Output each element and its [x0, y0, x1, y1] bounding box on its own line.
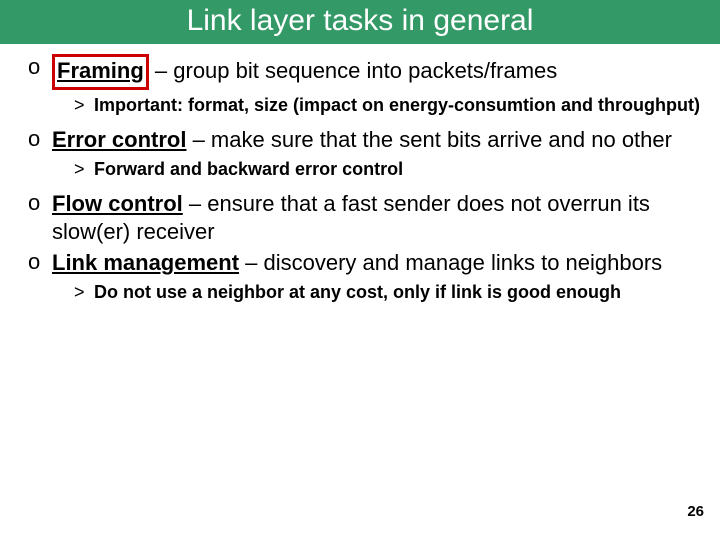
header-bar: Link layer tasks in general — [0, 0, 720, 44]
highlighted-term-box: Framing — [52, 54, 149, 90]
list-item: Flow control – ensure that a fast sender… — [28, 190, 702, 245]
bullet-line: Flow control – ensure that a fast sender… — [52, 190, 702, 245]
page-number: 26 — [687, 503, 704, 520]
list-item: Error control – make sure that the sent … — [28, 126, 702, 186]
bullet-list: Framing – group bit sequence into packet… — [28, 54, 702, 309]
term: Framing — [57, 58, 144, 83]
list-item: Link management – discovery and manage l… — [28, 249, 702, 309]
list-item: Framing – group bit sequence into packet… — [28, 54, 702, 122]
slide: Link layer tasks in general Framing – gr… — [0, 0, 720, 540]
slide-body: Framing – group bit sequence into packet… — [0, 44, 720, 309]
bullet-line: Framing – group bit sequence into packet… — [52, 54, 702, 90]
bullet-rest: – make sure that the sent bits arrive an… — [186, 127, 672, 152]
slide-title: Link layer tasks in general — [187, 4, 534, 37]
bullet-line: Error control – make sure that the sent … — [52, 126, 702, 154]
sub-list: Do not use a neighbor at any cost, only … — [52, 277, 702, 310]
sub-list: Forward and backward error control — [52, 154, 702, 187]
bullet-rest: – discovery and manage links to neighbor… — [239, 250, 662, 275]
bullet-line: Link management – discovery and manage l… — [52, 249, 702, 277]
term: Error control — [52, 127, 186, 152]
bullet-rest: – group bit sequence into packets/frames — [149, 58, 557, 83]
sub-item: Forward and backward error control — [74, 158, 702, 181]
term: Link management — [52, 250, 239, 275]
sub-item: Do not use a neighbor at any cost, only … — [74, 281, 702, 304]
sub-item: Important: format, size (impact on energ… — [74, 94, 702, 117]
sub-list: Important: format, size (impact on energ… — [52, 90, 702, 123]
term: Flow control — [52, 191, 183, 216]
